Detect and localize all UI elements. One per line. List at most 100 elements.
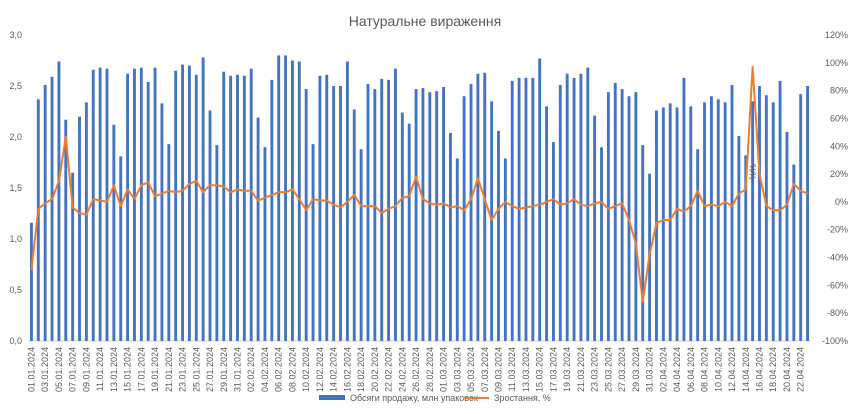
bar [146, 81, 150, 342]
legend-bar-swatch [319, 395, 345, 400]
y-right-tick-label: -20% [827, 225, 848, 235]
bar [119, 156, 123, 341]
x-tick-label: 10.04.2024 [713, 347, 723, 392]
x-tick-label: 01.01.2024 [26, 347, 36, 392]
bar [43, 84, 47, 341]
bar [229, 75, 233, 342]
x-tick-label: 10.02.2024 [301, 347, 311, 392]
bar [785, 131, 789, 341]
x-tick-label: 08.02.2024 [287, 347, 297, 392]
axis-layer: 0,0 0,5 1,0 1,5 2,0 2,5 3,0 -100% -80% -60% -40% -2… [9, 30, 848, 346]
bar [263, 147, 267, 341]
bar [174, 70, 178, 341]
bar [359, 149, 363, 341]
bar [641, 145, 645, 341]
bar [91, 69, 95, 342]
bar [194, 74, 198, 341]
x-tick-labels: 01.01.2024 03.01.2024 05.01.2024 07.01.2024… [26, 347, 805, 392]
y-right-tick-label: 20% [830, 169, 848, 179]
bar [806, 86, 809, 341]
x-tick-label: 16.04.2024 [754, 347, 764, 392]
bar [545, 106, 548, 342]
x-tick-label: 13.01.2024 [109, 347, 119, 392]
x-tick-label: 18.04.2024 [768, 347, 778, 392]
bar [716, 99, 720, 341]
bar [284, 55, 287, 342]
bar [414, 89, 418, 341]
bar [696, 149, 700, 341]
x-tick-label: 23.03.2024 [590, 347, 600, 392]
bar [84, 102, 88, 341]
x-tick-label: 15.03.2024 [535, 347, 545, 392]
bar [606, 92, 610, 342]
bar [181, 64, 184, 341]
bar [126, 73, 130, 341]
x-tick-label: 20.04.2024 [782, 347, 792, 392]
x-tick-label: 05.03.2024 [466, 347, 476, 392]
x-tick-label: 12.02.2024 [315, 347, 325, 392]
bar [730, 84, 734, 341]
x-tick-label: 09.01.2024 [81, 347, 91, 392]
x-tick-label: 29.01.2024 [219, 347, 229, 392]
x-tick-label: 06.04.2024 [686, 347, 696, 392]
y-right-tick-label: -60% [827, 280, 848, 290]
bar [558, 84, 562, 341]
x-tick-label: 11.01.2024 [95, 347, 105, 391]
bar [78, 116, 81, 341]
bar [455, 158, 459, 341]
x-tick-label: 29.03.2024 [631, 347, 641, 392]
bar [400, 112, 404, 342]
bar [242, 75, 246, 342]
x-tick-label: 19.01.2024 [150, 347, 160, 392]
bar [476, 73, 480, 341]
bar [29, 222, 33, 341]
x-tick-label: 13.03.2024 [521, 347, 531, 392]
bar [593, 115, 597, 341]
legend-bar-label: Обсяги продажу, млн упаковок [350, 393, 478, 403]
x-tick-label: 08.04.2024 [700, 347, 710, 392]
bar [620, 89, 624, 341]
x-tick-label: 28.02.2024 [425, 347, 435, 392]
bar [290, 60, 294, 341]
x-tick-label: 18.02.2024 [356, 347, 366, 392]
bar [758, 86, 761, 341]
x-tick-label: 31.03.2024 [645, 347, 655, 392]
x-tick-label: 14.02.2024 [329, 347, 339, 392]
x-tick-label: 17.03.2024 [548, 347, 558, 392]
y-left-tick-label: 0,0 [9, 336, 22, 346]
bar [483, 72, 487, 342]
bar [249, 68, 253, 341]
x-tick-label: 07.01.2024 [68, 347, 78, 392]
bar [428, 92, 432, 342]
y-right-tick-label: 120% [825, 30, 848, 40]
bar [160, 103, 164, 341]
bar [586, 67, 590, 341]
data-annotation: %% [748, 164, 758, 180]
bar [524, 77, 528, 341]
x-tick-label: 02.04.2024 [658, 347, 668, 392]
bar [744, 155, 748, 341]
bar [208, 110, 212, 341]
bar [497, 130, 500, 341]
growth-line [30, 65, 808, 304]
bar [551, 142, 555, 341]
x-tick-label: 20.02.2024 [370, 347, 380, 392]
bar [325, 74, 329, 341]
bar [366, 83, 370, 342]
y-left-tick-label: 3,0 [9, 30, 22, 40]
bar [751, 101, 755, 341]
x-tick-label: 22.02.2024 [384, 347, 394, 392]
bar [709, 96, 713, 341]
x-tick-label: 07.03.2024 [480, 347, 490, 392]
bar [435, 91, 439, 341]
x-tick-label: 04.04.2024 [672, 347, 682, 392]
x-tick-label: 21.01.2024 [164, 347, 174, 392]
bar [682, 77, 686, 341]
bar [215, 145, 219, 341]
bar [270, 79, 274, 341]
bar [510, 80, 514, 342]
y-left-tick-label: 0,5 [9, 285, 22, 295]
bar [36, 99, 40, 341]
